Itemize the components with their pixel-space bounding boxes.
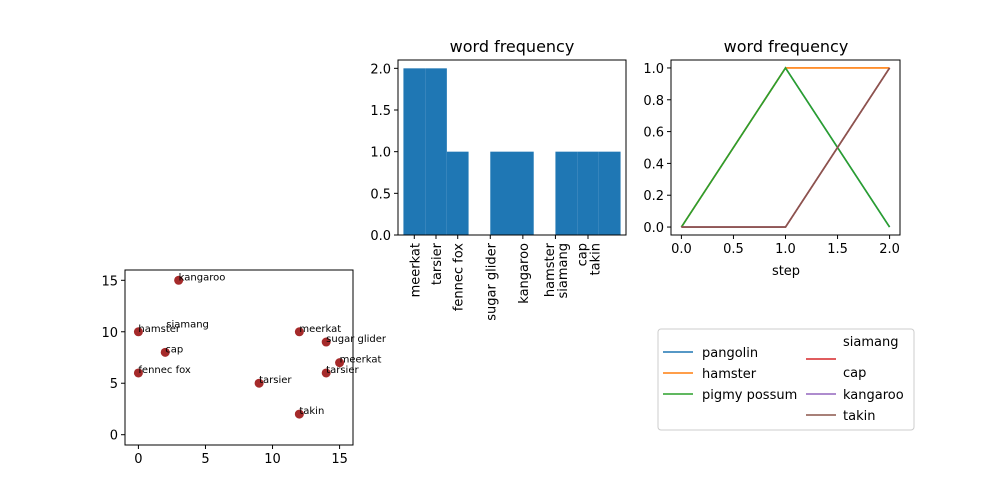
bar-x-tick-label: hamster: [543, 242, 558, 297]
bar: [425, 68, 447, 235]
line-x-tick-label: 0.5: [723, 242, 744, 257]
scatter-point: [160, 347, 170, 357]
scatter-point-label: sugar glider: [326, 334, 387, 345]
bar-x-tick-label: takin: [589, 243, 604, 275]
bar-chart: word frequency 0.0 0.5 1.0 1.5 2.0 meerkat tar…: [370, 37, 627, 321]
bar: [403, 68, 426, 235]
bar-y-tick-label: 0.5: [370, 187, 391, 202]
bar-plot-frame: [397, 59, 627, 236]
scatter-point: [321, 337, 331, 347]
series-line-pigmy-possum: [680, 66, 891, 228]
scatter-y-tick-label: 5: [110, 377, 118, 392]
bar-x-tick-label: siamang: [556, 243, 571, 298]
scatter-chart: 0 5 10 15 0 5 10 15 kangaroo hamster cap fennec fox…: [101, 269, 387, 467]
scatter-point-label: meerkat: [299, 324, 341, 335]
scatter-point-label: tarsier: [259, 375, 292, 386]
scatter-point: [133, 327, 143, 337]
legend-label-pangolin: pangolin: [702, 346, 758, 361]
scatter-x-tick-label: 0: [134, 452, 142, 467]
scatter-point: [294, 327, 304, 337]
scatter-point-label: cap: [165, 344, 183, 355]
bar-x-tick-label: fennec fox: [452, 243, 467, 311]
bar: [598, 151, 621, 235]
line-x-tick-label: 2.0: [879, 242, 900, 257]
bar: [577, 151, 599, 235]
bar-y-tick-label: 2.0: [370, 62, 391, 77]
bar: [490, 151, 512, 235]
bar: [555, 151, 578, 235]
legend-label-cap: cap: [843, 366, 866, 381]
scatter-point: [335, 358, 345, 368]
legend-box: [657, 328, 915, 431]
line-y-tick-label: 0.4: [643, 157, 664, 172]
line-x-tick-label: 1.5: [827, 242, 848, 257]
series-line-takin: [681, 67, 891, 228]
line-x-tick-label: 1.0: [775, 242, 796, 257]
bar-y-tick-label: 0.0: [370, 229, 391, 244]
line-y-tick-label: 1.0: [643, 62, 664, 77]
line-y-tick-label: 0.6: [643, 126, 664, 141]
legend-label-hamster: hamster: [702, 367, 757, 382]
bar-y-tick-label: 1.5: [370, 104, 391, 119]
scatter-y-tick-label: 15: [101, 274, 118, 289]
line-y-tick-label: 0.8: [643, 94, 664, 109]
scatter-x-tick-label: 10: [264, 452, 281, 467]
scatter-point-label: takin: [299, 406, 324, 417]
bar: [446, 151, 469, 235]
bar-x-tick-label: tarsier: [430, 242, 445, 285]
scatter-point: [133, 368, 143, 378]
bar-chart-title: word frequency: [450, 37, 575, 56]
line-chart-x-axis-label: step: [772, 264, 800, 279]
line-y-tick-label: 0.2: [643, 189, 664, 204]
scatter-point: [294, 409, 304, 419]
line-chart-title: word frequency: [724, 37, 849, 56]
bar-x-tick-label: kangaroo: [517, 243, 532, 304]
legend-label-takin: takin: [843, 409, 875, 424]
legend-label-siamang: siamang: [843, 335, 898, 350]
scatter-y-tick-label: 10: [101, 326, 118, 341]
bar: [512, 151, 534, 235]
series-line-pangolin: [680, 66, 891, 228]
scatter-point-label: fennec fox: [138, 365, 191, 376]
scatter-point-label: kangaroo: [179, 272, 226, 283]
bar-x-tick-label: cap: [576, 243, 591, 266]
bar-x-tick-label: meerkat: [408, 243, 423, 297]
legend-label-kangaroo: kangaroo: [843, 388, 904, 403]
scatter-point: [321, 368, 331, 378]
scatter-annotation: siamang: [166, 320, 209, 331]
scatter-x-tick-label: 5: [201, 452, 209, 467]
scatter-point-label: tarsier: [326, 365, 359, 376]
scatter-point-label: meerkat: [340, 355, 382, 366]
bar-y-tick-label: 1.0: [370, 146, 391, 161]
legend: pangolin hamster pigmy possum siamang cap kan…: [657, 328, 915, 431]
scatter-x-tick-label: 15: [331, 452, 348, 467]
line-y-tick-label: 0.0: [643, 221, 664, 236]
legend-label-pigmy-possum: pigmy possum: [702, 388, 797, 403]
line-plot-frame: [670, 59, 901, 236]
series-line-hamster: [680, 67, 890, 228]
bar-x-tick-label: sugar glider: [484, 242, 499, 320]
scatter-point: [174, 275, 184, 285]
scatter-point: [254, 378, 264, 388]
series-line-cap: [681, 67, 891, 228]
scatter-plot-frame: [124, 269, 354, 446]
series-line-siamang: [681, 67, 891, 228]
scatter-point-label: hamster: [138, 324, 180, 335]
line-chart: word frequency step 0.0 0.5 1.0 1.5 2.0 0.0 0.…: [643, 37, 901, 279]
scatter-y-tick-label: 0: [110, 429, 118, 444]
line-x-tick-label: 0.0: [671, 242, 692, 257]
